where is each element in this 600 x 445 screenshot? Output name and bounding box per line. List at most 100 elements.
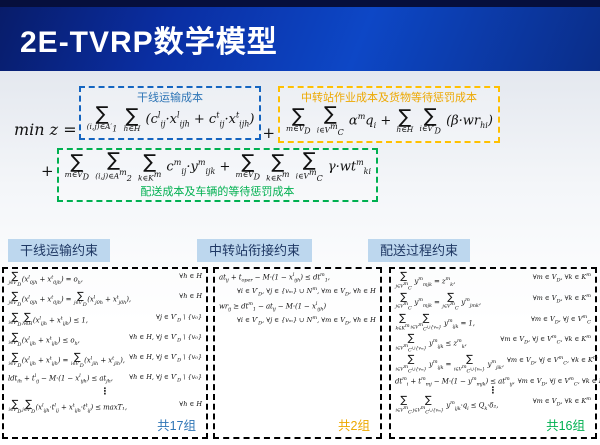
constraint-row: ∑ i∈V′D (xlijh + xtijh) ≤ oh, ∀h ∈ H, ∀j ∈ … xyxy=(8,331,203,349)
sum-operator: ∑ h∈H xyxy=(396,106,414,135)
sum-operator: ∑ m∈VD xyxy=(64,150,90,182)
sum-operator: ∑ k∈Km xyxy=(266,150,290,183)
delivery-cost-label: 配送成本及车辆的等待惩罚成本 xyxy=(140,186,295,199)
sum-operator: ∑ i∈V′D xyxy=(70,352,84,369)
constraint-quantifier: ∀h ∈ H, ∀j ∈ V′D \ {v₀} xyxy=(129,332,202,344)
constraint-quantifier: ∀m ∈ VD, ∀j ∈ VmC, ∀k ∈ Km xyxy=(507,355,598,367)
sum-operator: ∑ i∈VmC∪{vₘ} xyxy=(395,354,427,374)
constraint-quantifier: ∀m ∈ VD, ∀j ∈ VmC xyxy=(530,313,591,325)
constraint-formula: ∑ i∈VmC∪{vₘ} ymijk = ∑ i∈VmC∪{vₘ} ymjik, xyxy=(395,354,505,374)
sum-operator: ∑ i∈V′D xyxy=(8,352,22,369)
trunk-cost-label: 干线运输成本 xyxy=(137,92,204,104)
ellipsis-dots: ⋮ xyxy=(100,386,110,397)
sum-operator: ∑ m∈VD xyxy=(286,104,311,136)
slide-header: 2E-TVRP数学模型 xyxy=(0,0,600,71)
sum-operator: ∑ j∈V′D xyxy=(73,291,87,308)
delivery-cost-box: ∑ m∈VD ∑ (i,j)∈Am2 ∑ k∈Km cmij·ymijk + ∑ m∈V… xyxy=(56,148,379,203)
sum-operator: ∑ j∈VmC xyxy=(442,291,459,312)
transfer-cost-label: 中转站作业成本及货物等待惩罚成本 xyxy=(300,92,477,104)
constraint-quantifier: ∀m ∈ VD, ∀j ∈ VmC, ∀k ∈ Km xyxy=(500,334,591,346)
constraint-quantifier: ∀h ∈ H xyxy=(179,399,202,408)
transfer-cost-box: 中转站作业成本及货物等待惩罚成本 ∑ m∈VD ∑ i∈VmC αmqi + ∑ h∈… xyxy=(278,86,500,144)
objective-line-2: + ∑ m∈VD ∑ (i,j)∈Am2 ∑ k∈Km cmij·ymijk + ∑ m… xyxy=(40,148,594,203)
constraint-formula: ∑ k∈Km ∑ i∈VmC∪{vₘ} ymijk = 1, xyxy=(395,312,476,333)
objective-prefix: min z = xyxy=(14,120,77,139)
page-title: 2E-TVRP数学模型 xyxy=(20,26,278,59)
constraint-quantifier: ∀m ∈ VD, ∀k ∈ Km xyxy=(532,396,591,408)
section-title-delivery-constraints: 配送过程约束 xyxy=(368,239,471,262)
plus-sign: + xyxy=(262,124,276,142)
sum-operator: ∑ i∈V′D xyxy=(419,104,441,136)
objective-function: min z = 干线运输成本 ∑ (i,j)∈A′1 ∑ h∈H (clij·xli… xyxy=(14,86,594,203)
objective-line-1: min z = 干线运输成本 ∑ (i,j)∈A′1 ∑ h∈H (clij·xli… xyxy=(14,86,594,144)
constraint-row: ∑ i∈VmC∪{vₘ} ymijk = ∑ i∈VmC∪{vₘ} ymjik, ∀m… xyxy=(395,354,598,374)
constraint-row: dtmi + tmmj − M·(1 − ymmjk) ≤ atmij, ∀m ∈… xyxy=(395,375,600,388)
constraint-rows: ∑ j∈VmC ymmjk = zmk, ∀m ∈ VD, ∀k ∈ Km ∑ j∈Vm… xyxy=(395,271,600,415)
sum-operator: ∑ i∈VmC∪{vₘ} xyxy=(453,354,485,374)
plus-sign: + xyxy=(41,162,54,181)
constraint-formula: ∑ i∈V′D ∑ h∈H (xlijh + xtijh) ≤ 1, xyxy=(8,311,89,328)
sum-operator: ∑ i∈VmC xyxy=(295,149,323,184)
group-count-badge: 共17组 xyxy=(157,419,196,433)
constraint-formula: ∑ i∈V′D ∑ j∈V′D (xlijh·tlij + xtijh·ttij) ≤ … xyxy=(8,398,128,415)
sum-operator: ∑ i∈VmC∪{vₘ} xyxy=(395,333,427,354)
constraint-formula: dtmi + tmmj − M·(1 − ymmjk) ≤ atmij, xyxy=(395,375,515,388)
transfer-cost-formula: ∑ m∈VD ∑ i∈VmC αmqi + ∑ h∈H ∑ i∈V′D (β·wrhi) xyxy=(286,103,493,138)
transfer-constraints-box: atij + toper − M·(1 − xlijh) ≤ dtm1, ∀i ∈… xyxy=(213,267,382,439)
ellipsis-dots: ⋮ xyxy=(488,386,498,397)
constraint-row: ∑ k∈Km ∑ i∈VmC∪{vₘ} ymijk = 1, ∀m ∈ VD, ∀j ∈… xyxy=(395,312,592,333)
constraint-formula: ∑ j∈V′D (xl0jh + xt0jh) = oh, xyxy=(8,271,83,288)
sum-operator: ∑ j∈VmC∪{vₘ} xyxy=(412,395,444,415)
sum-operator: ∑ k∈Km xyxy=(138,150,162,183)
constraint-formula: ∑ j∈VmC ymmjk = zmk, xyxy=(395,271,456,291)
sum-operator: ∑ h∈H xyxy=(123,104,141,133)
delivery-cost-formula: ∑ m∈VD ∑ (i,j)∈Am2 ∑ k∈Km cmij·ymijk + ∑ m∈V… xyxy=(64,149,372,184)
constraint-row: ∑ i∈V′D ∑ j∈V′D (xlijh·tlij + xtijh·ttij) ≤ … xyxy=(8,398,203,415)
constraint-quantifier: ∀h ∈ H xyxy=(179,292,202,301)
constraint-formula: ∑ j∈VmC ymmjk = ∑ j∈VmC ymjmk, xyxy=(395,291,482,312)
constraint-row: ∑ j∈V′D (xl0jh + xt0jh) = oh, ∀h ∈ H xyxy=(8,271,203,288)
constraint-row: ∑ i∈V′D ∑ h∈H (xlijh + xtijh) ≤ 1, ∀j ∈ V′D \… xyxy=(8,311,203,328)
trunk-cost-box: 干线运输成本 ∑ (i,j)∈A′1 ∑ h∈H (clij·xlijh + cti… xyxy=(78,86,262,140)
sum-operator: ∑ (i,j)∈A′1 xyxy=(86,103,118,134)
sum-operator: ∑ j∈VmC xyxy=(395,271,412,291)
constraint-row: wrij ≥ dtm1 − atij − M·(1 − xlijh) ∀i ∈ V… xyxy=(219,301,376,326)
sum-operator: ∑ i∈VmC∪{vₘ} xyxy=(410,312,442,333)
sum-operator: ∑ i∈V′D xyxy=(8,311,22,328)
delivery-constraints-column: ∑ j∈VmC ymmjk = zmk, ∀m ∈ VD, ∀k ∈ Km ∑ j∈Vm… xyxy=(389,267,600,439)
constraint-quantifier: ∀h ∈ H, ∀j ∈ V′D \ {v₀} xyxy=(129,373,202,384)
constraint-formula: ∑ i∈V′D (xlijh + xtijh) ≤ oh, xyxy=(8,331,80,349)
constraint-formula: ∑ i∈VmC∪{vₘ} ymijk ≤ zmk, xyxy=(395,333,467,354)
constraint-quantifier: ∀h ∈ H xyxy=(179,272,202,280)
constraint-row: ∑ j∈VmC ymmjk = ∑ j∈VmC ymjmk, ∀m ∈ VD, ∀k … xyxy=(395,291,592,312)
constraint-formula: ∑ i∈VmC ∑ j∈VmC∪{vₘ} ymijk·qi ≤ Qk·δ₂, xyxy=(395,395,499,415)
constraint-formula: wrij ≥ dtm1 − atij − M·(1 − xlijh) xyxy=(219,301,327,313)
trunk-constraints-box: ∑ j∈V′D (xl0jh + xt0jh) = oh, ∀h ∈ H ∑ j∈V′D(… xyxy=(2,267,208,439)
sum-operator: ∑ i∈V′D xyxy=(8,398,22,415)
sum-operator: ∑ i∈VmC xyxy=(316,103,344,138)
constraint-row: ∑ i∈VmC∪{vₘ} ymijk ≤ zmk, ∀m ∈ VD, ∀j ∈ Vm… xyxy=(395,333,592,354)
sum-operator: ∑ j∈V′D xyxy=(22,398,35,415)
constraint-formula: atij + toper − M·(1 − xlijh) ≤ dtm1, xyxy=(219,272,330,284)
header-top-strip xyxy=(0,0,600,7)
trunk-cost-formula: ∑ (i,j)∈A′1 ∑ h∈H (clij·xlijh + ctij·xtijh… xyxy=(86,103,255,134)
constraint-rows: atij + toper − M·(1 − xlijh) ≤ dtm1, ∀i ∈… xyxy=(219,272,376,415)
section-title-transfer-constraints: 中转站衔接约束 xyxy=(197,239,313,262)
constraint-formula: ldtih + tlij − M·(1 − xlijh) ≤ atjh, xyxy=(8,373,113,385)
sum-operator: ∑ m∈VD xyxy=(235,150,261,182)
sum-operator: ∑ j∈V′D xyxy=(8,271,22,288)
constraint-quantifier: ∀h ∈ H, ∀j ∈ V′D \ {v₀} xyxy=(129,353,202,364)
constraint-rows: ∑ j∈V′D (xl0jh + xt0jh) = oh, ∀h ∈ H ∑ j∈V′D(… xyxy=(8,272,202,415)
constraint-quantifier: ∀m ∈ VD, ∀k ∈ Km xyxy=(532,272,591,284)
constraint-formula: ∑ i∈V′D (xlijh + xtijh) = ∑ i∈V′D (xljih + x… xyxy=(8,352,125,369)
constraint-row: ∑ i∈V′D (xlijh + xtijh) = ∑ i∈V′D (xljih + x… xyxy=(8,352,203,369)
constraint-quantifier: ∀i ∈ V′D, ∀j ∈ {vₘ} ∪ Nm, ∀m ∈ VD, ∀h ∈ … xyxy=(237,285,376,298)
constraint-quantifier: ∀i ∈ V′D, ∀j ∈ {vₘ} ∪ Nm, ∀m ∈ VD, ∀h ∈ … xyxy=(237,314,376,327)
delivery-constraints-box: ∑ j∈VmC ymmjk = zmk, ∀m ∈ VD, ∀k ∈ Km ∑ j∈Vm… xyxy=(389,267,600,439)
sum-operator: ∑ i∈V′D xyxy=(8,331,22,349)
constraint-row: ∑ i∈VmC ∑ j∈VmC∪{vₘ} ymijk·qi ≤ Qk·δ₂, ∀m ∈ … xyxy=(395,395,592,415)
sum-operator: ∑ (i,j)∈Am2 xyxy=(95,149,132,184)
constraint-row: ∑ j∈V′D (xl0jh + xt0jh) = ∑ j∈V′D (xlj0h + x… xyxy=(8,291,203,308)
constraint-formula: ∑ j∈V′D (xl0jh + xt0jh) = ∑ j∈V′D (xlj0h + x… xyxy=(8,291,132,308)
sum-operator: ∑ j∈V′D xyxy=(8,291,22,308)
